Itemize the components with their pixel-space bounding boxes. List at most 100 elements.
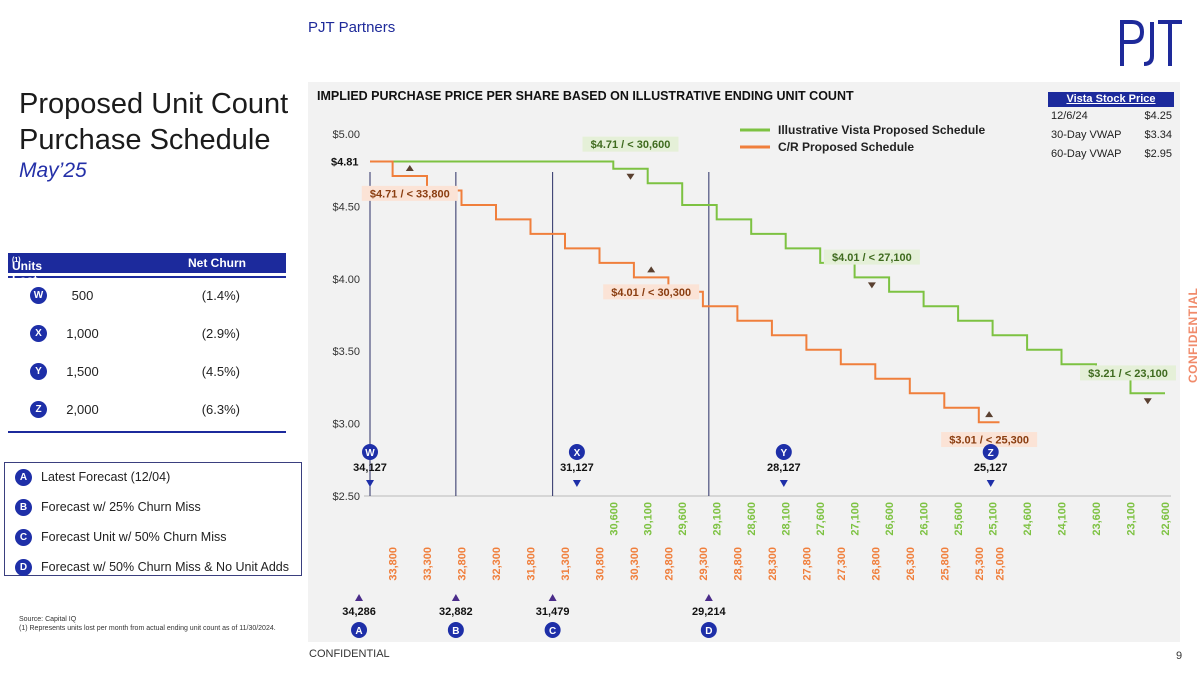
forecast-marker-letter: D [705, 626, 712, 637]
churn-marker-letter: W [365, 448, 375, 459]
x-tick-label-green: 26,100 [919, 502, 931, 536]
forecast-marker-badge [351, 622, 368, 638]
x-tick-label-orange: 30,800 [594, 547, 606, 581]
churn-marker-value: 34,127 [353, 462, 387, 474]
forecast-legend-label: Forecast w/ 25% Churn Miss [41, 500, 201, 514]
forecast-marker-value: 29,214 [692, 606, 727, 618]
x-tick-label-orange: 27,800 [801, 547, 813, 581]
callout-box [361, 185, 458, 201]
x-tick-label-orange: 29,300 [698, 547, 710, 581]
x-tick-label-orange: 26,300 [905, 547, 917, 581]
y-tick-label: $4.50 [332, 201, 360, 213]
forecast-marker-d: 29,214 D [692, 594, 727, 638]
forecast-marker-arrow [548, 594, 557, 601]
units-table-row: X 1,000 (2.9%) [8, 314, 286, 352]
x-tick-label-green: 24,100 [1057, 502, 1069, 536]
x-tick-label-orange: 32,800 [457, 547, 469, 581]
churn-marker-arrow [986, 480, 995, 487]
legend-series-label: C/R Proposed Schedule [778, 140, 914, 154]
vista-stock-label: 60-Day VWAP [1051, 148, 1122, 160]
x-tick-label-green: 24,600 [1022, 502, 1034, 536]
chart-title: IMPLIED PURCHASE PRICE PER SHARE BASED O… [317, 89, 854, 103]
page-title: Proposed Unit Count Purchase Schedule [19, 88, 289, 156]
churn-marker-w: W 34,127 [353, 444, 387, 487]
vista-stock-label: 30-Day VWAP [1051, 129, 1122, 141]
x-tick-label-orange: 30,300 [629, 547, 641, 581]
x-tick-label-orange: 27,300 [836, 547, 848, 581]
vista-stock-title: Vista Stock Price [1048, 92, 1174, 107]
x-tick-label-orange: 33,800 [388, 547, 400, 581]
callout-box [582, 136, 679, 152]
callout-box [603, 284, 700, 300]
x-tick-label-orange: 33,300 [422, 547, 434, 581]
x-tick-label-green: 25,600 [953, 502, 965, 536]
callout-marker [405, 164, 414, 171]
callout-label: $4.71 / < 33,800 [370, 188, 450, 200]
callout-marker [1143, 398, 1152, 405]
vista-stock-row: 12/6/24 $4.25 [1048, 107, 1174, 126]
page-subtitle: May’25 [19, 159, 87, 182]
units-lost-value: 1,500 [66, 364, 99, 379]
forecast-legend-label: Latest Forecast (12/04) [41, 470, 171, 484]
x-tick-label-orange: 25,800 [939, 547, 951, 581]
units-lost-value: 500 [71, 288, 94, 303]
churn-marker-value: 28,127 [767, 462, 801, 474]
vista-stock-row: 30-Day VWAP $3.34 [1048, 126, 1174, 145]
forecast-legend-label: Forecast w/ 50% Churn Miss & No Unit Add… [41, 560, 290, 574]
churn-marker-y: Y 28,127 [767, 444, 801, 487]
callout-box [823, 249, 920, 265]
vista-stock-row: 60-Day VWAP $2.95 [1048, 145, 1174, 164]
net-churn-value: (6.3%) [201, 402, 240, 417]
units-table-row: W 500 (1.4%) [8, 276, 286, 314]
churn-marker-badge [568, 444, 585, 460]
x-tick-label-orange: 31,300 [560, 547, 572, 581]
units-table-rule [8, 431, 286, 433]
x-tick-label-green: 28,600 [746, 502, 758, 536]
forecast-marker-letter: A [355, 626, 362, 637]
y-tick-label: $3.00 [332, 419, 360, 431]
churn-marker-badge [982, 444, 999, 460]
callout-label: $4.01 / < 27,100 [832, 252, 912, 264]
callout-label: $4.01 / < 30,300 [611, 287, 691, 299]
churn-marker-badge [775, 444, 792, 460]
x-tick-label-green: 30,600 [608, 502, 620, 536]
x-tick-label-orange: 32,300 [491, 547, 503, 581]
vista-stock-price-box: Vista Stock Price 12/6/24 $4.25 30-Day VWA… [1048, 92, 1174, 164]
forecast-marker-arrow [451, 594, 460, 601]
units-lost-value: 1,000 [66, 326, 99, 341]
units-lost-header-text: Units Lost per Month [12, 259, 48, 315]
x-tick-label-orange: 29,800 [663, 547, 675, 581]
forecast-marker-value: 31,479 [536, 606, 570, 618]
x-tick-label-green: 26,600 [884, 502, 896, 536]
pjt-logo [1120, 20, 1182, 66]
forecast-legend-item: D Forecast w/ 50% Churn Miss & No Unit Ad… [15, 557, 289, 577]
x-tick-label-green: 22,600 [1160, 502, 1172, 536]
forecast-legend: A Latest Forecast (12/04) B Forecast w/ 25%… [4, 462, 302, 576]
x-tick-label-green: 30,100 [643, 502, 655, 536]
x-tick-label-green: 27,100 [850, 502, 862, 536]
x-tick-label-orange: 25,000 [994, 547, 1006, 581]
x-tick-label-orange: 28,300 [767, 547, 779, 581]
forecast-marker-a: 34,286 A [342, 594, 376, 638]
forecast-marker-arrow [355, 594, 364, 601]
footnote-source: Source: Capital IQ [19, 616, 77, 623]
callout-label: $4.71 / < 30,600 [591, 139, 671, 151]
churn-badge-w: W [30, 287, 47, 304]
callout-marker [647, 266, 656, 273]
vista-stock-value: $2.95 [1144, 148, 1172, 160]
churn-marker-letter: Z [988, 448, 994, 459]
forecast-marker-b: 32,882 B [439, 594, 473, 638]
forecast-marker-value: 34,286 [342, 606, 376, 618]
net-churn-value: (1.4%) [201, 288, 240, 303]
callout-marker [867, 282, 876, 289]
x-tick-label-orange: 26,800 [870, 547, 882, 581]
churn-marker-arrow [572, 480, 581, 487]
forecast-marker-arrow [704, 594, 713, 601]
units-lost-table: Units Lost per Month (1) Net Churn W 500 (1… [8, 253, 286, 433]
net-churn-value: (2.9%) [201, 326, 240, 341]
units-lost-value: 2,000 [66, 402, 99, 417]
forecast-badge-c: C [15, 528, 32, 546]
start-price-label: $4.81 [331, 157, 359, 169]
forecast-marker-value: 32,882 [439, 606, 473, 618]
x-tick-label-green: 29,100 [712, 502, 724, 536]
